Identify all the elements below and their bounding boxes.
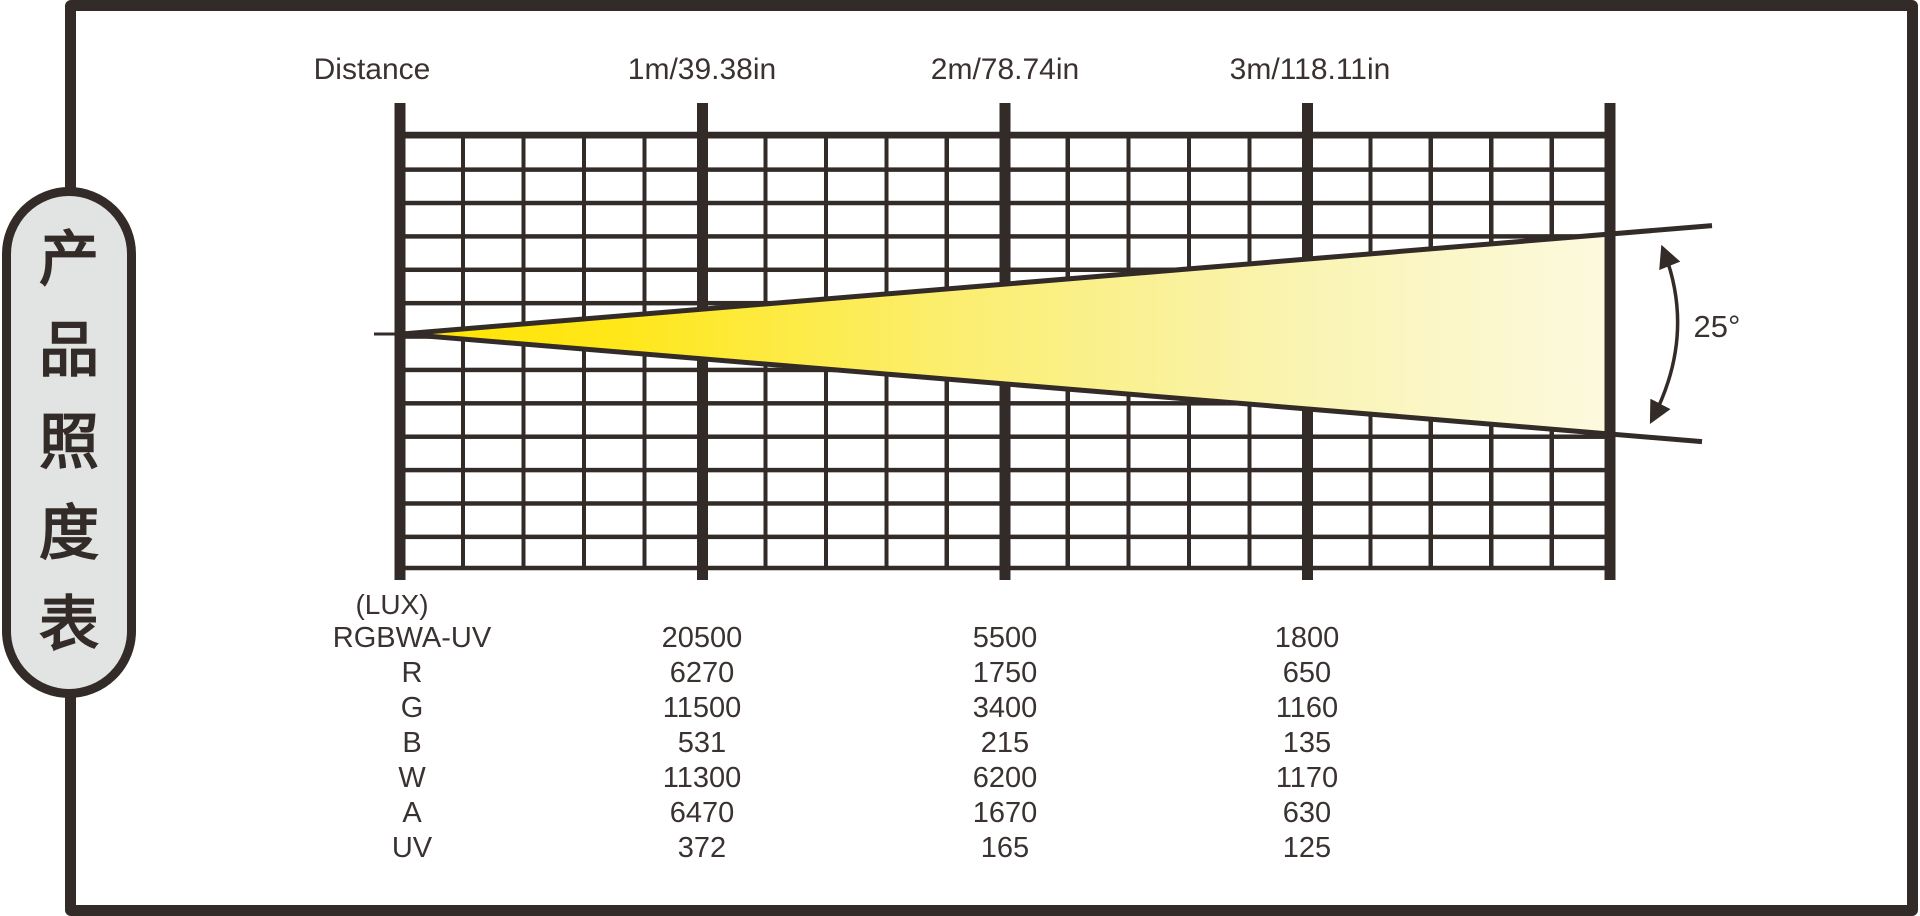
grid-right-border-bar (1604, 103, 1616, 580)
row-label-uv: UV (391, 832, 433, 864)
value-uv-3m: 125 (1282, 832, 1332, 864)
value-r-3m: 650 (1282, 657, 1332, 689)
value-rgbwa-uv-1m: 20500 (661, 622, 743, 654)
distance-bar-0m (394, 103, 406, 580)
row-label-g: G (400, 692, 424, 724)
header-2m: 2m/78.74in (930, 53, 1080, 86)
value-b-1m: 531 (677, 727, 727, 759)
title-char: 照 (39, 407, 99, 478)
title-char: 品 (39, 316, 99, 387)
row-label-b: B (402, 727, 422, 759)
value-r-1m: 6270 (669, 657, 735, 689)
value-b-2m: 215 (980, 727, 1030, 759)
value-w-3m: 1170 (1275, 762, 1339, 794)
value-b-3m: 135 (1282, 727, 1332, 759)
row-label-w: W (398, 762, 426, 794)
value-uv-1m: 372 (677, 832, 727, 864)
beam-angle-arc (1649, 244, 1681, 425)
value-rgbwa-uv-2m: 5500 (972, 622, 1038, 654)
header-3m: 3m/118.11in (1229, 53, 1391, 86)
value-uv-2m: 165 (980, 832, 1030, 864)
value-a-3m: 630 (1282, 797, 1332, 829)
beam-top-edge-line (401, 223, 1713, 337)
value-r-2m: 1750 (972, 657, 1038, 689)
row-label-a: A (402, 797, 422, 829)
lux-unit-label: (LUX) (355, 589, 429, 620)
beam-bottom-edge-line (401, 331, 1703, 445)
title-char: 表 (39, 590, 99, 660)
row-label-rgbwa-uv: RGBWA-UV (332, 622, 492, 654)
value-a-1m: 6470 (669, 797, 735, 829)
value-g-2m: 3400 (972, 692, 1038, 724)
distance-header-label: Distance (313, 53, 431, 86)
title-char: 产 (39, 225, 99, 295)
value-a-2m: 1670 (972, 797, 1038, 829)
value-rgbwa-uv-3m: 1800 (1274, 622, 1340, 654)
title-char: 度 (39, 498, 99, 569)
value-w-2m: 6200 (972, 762, 1038, 794)
row-label-r: R (401, 657, 423, 689)
header-1m: 1m/39.38in (627, 53, 777, 86)
value-g-3m: 1160 (1275, 692, 1339, 724)
light-beam (402, 234, 1610, 434)
value-g-1m: 11500 (662, 692, 742, 724)
title-pill: 产 品 照 度 表 (2, 187, 136, 698)
beam-angle-label: 25° (1693, 309, 1741, 344)
value-w-1m: 11300 (662, 762, 742, 794)
